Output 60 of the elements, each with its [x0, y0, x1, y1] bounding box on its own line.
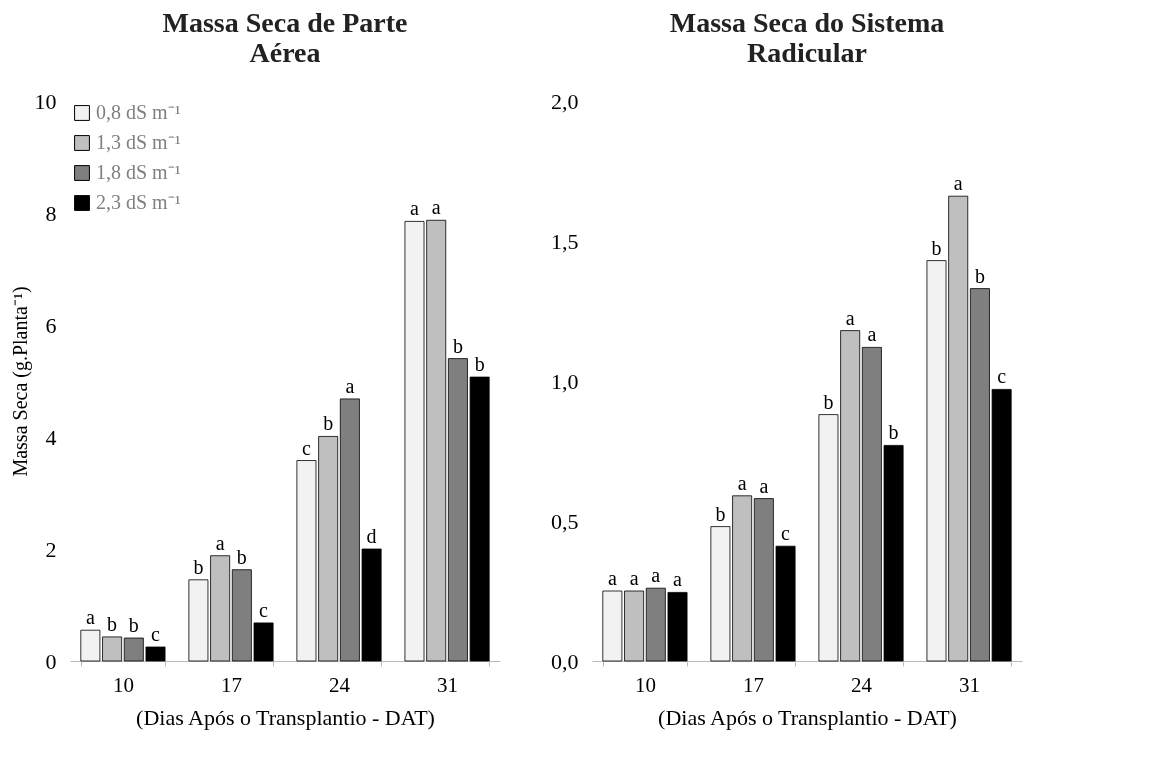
data-label: a: [431, 196, 441, 219]
data-label: c: [151, 623, 161, 645]
legend-label: 2,3 dS m⁻¹: [96, 191, 181, 213]
data-label: c: [259, 598, 269, 621]
data-label: c: [781, 522, 791, 545]
data-label: a: [953, 172, 963, 195]
data-label: b: [474, 353, 485, 376]
y-tick-label: 10: [34, 88, 57, 114]
x-tick-label: 31: [437, 672, 459, 697]
data-label: a: [759, 474, 769, 497]
data-label: b: [323, 412, 334, 435]
x-tick-label: 24: [329, 672, 351, 697]
data-label: d: [366, 525, 377, 547]
data-label: a: [345, 374, 355, 397]
x-tick-label: 17: [220, 672, 242, 697]
data-label: a: [673, 568, 683, 591]
data-label: a: [845, 306, 855, 329]
x-tick-label: 31: [959, 672, 981, 697]
data-label: b: [931, 236, 942, 259]
y-tick-label: 0,0: [551, 648, 579, 674]
data-label: b: [823, 390, 834, 413]
data-label: b: [193, 555, 204, 578]
x-tick-label: 10: [112, 672, 134, 697]
x-axis-title: (Dias Após o Transplantio - DAT): [136, 704, 435, 730]
legend-label: 1,8 dS m⁻¹: [96, 161, 181, 183]
data-label: b: [974, 264, 985, 287]
data-label: a: [737, 471, 747, 494]
legend-label: 1,3 dS m⁻¹: [96, 131, 181, 153]
data-label: a: [85, 606, 95, 629]
chart-title: Massa Seca do Sistema Radicular: [669, 7, 945, 68]
data-label: b: [452, 334, 463, 357]
y-tick-label: 2,0: [551, 88, 579, 114]
chart-title: Massa Seca de Parte Aérea: [162, 7, 408, 68]
y-tick-label: 1,0: [551, 368, 579, 394]
y-tick-label: 4: [45, 424, 57, 450]
data-label: c: [997, 365, 1007, 388]
x-tick-label: 10: [634, 672, 656, 697]
y-tick-label: 0,5: [551, 508, 579, 534]
data-label: b: [715, 502, 726, 525]
data-label: b: [107, 612, 118, 635]
data-label: b: [236, 545, 247, 568]
data-label: a: [651, 564, 661, 587]
legend-label: 0,8 dS m⁻¹: [96, 101, 181, 123]
y-tick-label: 8: [45, 200, 57, 226]
y-axis-title: Massa Seca (g.Planta⁻¹): [8, 286, 32, 477]
data-label: a: [629, 567, 639, 589]
x-tick-label: 17: [742, 672, 764, 697]
data-label: b: [888, 421, 899, 444]
y-tick-label: 0: [45, 648, 57, 674]
data-label: a: [410, 197, 420, 220]
y-tick-label: 2: [45, 536, 57, 562]
data-label: c: [302, 436, 311, 459]
y-tick-label: 6: [45, 312, 57, 338]
x-tick-label: 24: [851, 672, 873, 697]
data-label: a: [867, 323, 877, 346]
x-axis-title: (Dias Após o Transplantio - DAT): [658, 704, 957, 730]
data-label: a: [607, 567, 617, 589]
y-tick-label: 1,5: [551, 228, 579, 254]
data-label: a: [215, 531, 225, 554]
data-label: b: [128, 614, 139, 637]
